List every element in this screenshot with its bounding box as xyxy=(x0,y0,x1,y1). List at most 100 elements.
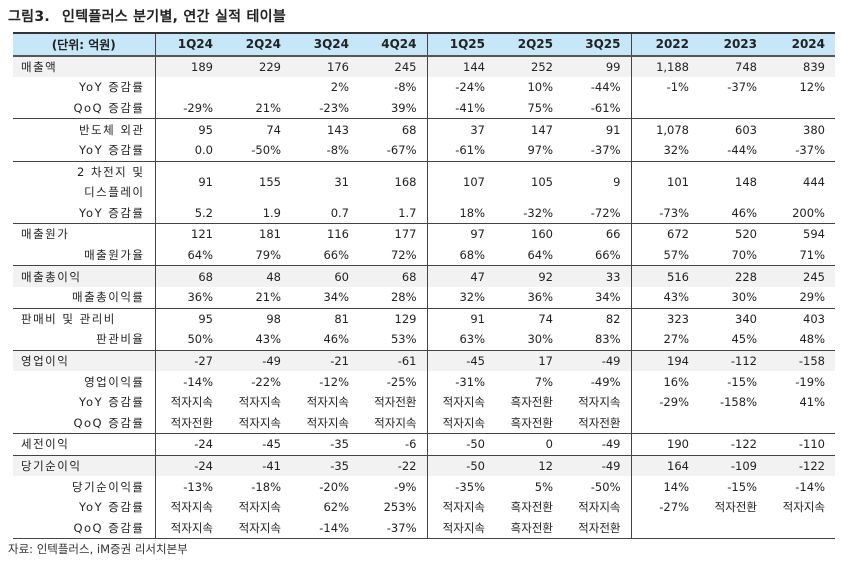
table-cell: -61 xyxy=(359,350,428,372)
table-cell: -8% xyxy=(291,139,359,162)
row-label: 영업이익률 xyxy=(13,371,156,392)
row-label: YoY 증감률 xyxy=(13,202,156,225)
table-cell: -6 xyxy=(359,433,428,456)
table-cell: 71% xyxy=(767,244,835,267)
table-cell: 흑자전환 xyxy=(495,412,563,435)
table-cell: 41% xyxy=(799,395,825,410)
table-cell: -45 xyxy=(466,354,485,369)
table-cell: -45 xyxy=(223,433,291,456)
table-cell: -41% xyxy=(427,97,495,120)
table-cell: 228 xyxy=(735,269,757,284)
table-row: QoQ 증감률 -29% 21% -23% 39% -41% 75% -61% xyxy=(13,97,835,120)
table-cell: 72% xyxy=(359,244,428,267)
table-cell: 252 xyxy=(531,59,553,74)
table-cell: 181 xyxy=(259,227,281,242)
table-cell: 81 xyxy=(334,311,349,326)
row-label: 당기순이익 xyxy=(13,455,156,477)
table-cell: 190 xyxy=(631,433,699,456)
table-row: YoY 증감률 5.2 1.9 0.7 1.7 18% -32% -72% -73% 46% 200… xyxy=(13,202,835,225)
table-cell: 적자지속 xyxy=(563,496,632,518)
table-cell: 520 xyxy=(735,227,757,242)
table-cell: 0 xyxy=(495,433,563,456)
table-cell: 적자전환 xyxy=(563,412,632,435)
table-cell: 53% xyxy=(359,329,428,351)
table-cell: 43% xyxy=(631,286,699,309)
table-cell: 99 xyxy=(563,55,632,78)
row-label: 2 차전지 및 디스플레이 xyxy=(13,161,156,203)
table-cell xyxy=(767,412,835,435)
column-header: 4Q24 xyxy=(359,33,428,56)
table-cell: 7% xyxy=(534,374,553,389)
table-cell: -29% xyxy=(659,395,689,410)
table-cell: 17 xyxy=(538,354,553,369)
table-cell: 1,078 xyxy=(656,122,689,137)
table-cell: 적자지속 xyxy=(223,412,291,435)
table-cell: 적자전환 xyxy=(155,412,223,435)
table-cell xyxy=(767,517,835,540)
table-cell: -29% xyxy=(155,97,223,120)
table-cell: 176 xyxy=(327,59,349,74)
table-cell: 37 xyxy=(470,122,485,137)
table-cell: 적자지속 xyxy=(427,517,495,540)
row-label: QoQ 증감률 xyxy=(13,97,156,120)
table-cell: 흑자전환 xyxy=(510,500,553,515)
column-header: 2Q24 xyxy=(245,37,281,52)
table-row: YoY 증감률 적자지속 적자지속 적자지속 적자전환 적자지속 흑자전환 적자지속 -29% -… xyxy=(13,391,835,413)
table-cell: -21 xyxy=(330,354,349,369)
table-row: 영업이익률 -14% -22% -12% -25% -31% 7% -49% 16% -15% -1… xyxy=(13,371,835,392)
table-cell: -73% xyxy=(631,202,699,225)
table-cell: 48% xyxy=(767,329,835,351)
column-header: 3Q25 xyxy=(563,33,632,56)
table-cell: -23% xyxy=(291,97,359,120)
table-cell: -35% xyxy=(455,479,485,494)
table-row: 매출원가율 64% 79% 66% 72% 68% 64% 66% 57% 70% 71% xyxy=(13,244,835,267)
table-cell: -25% xyxy=(359,371,428,392)
table-cell: -50% xyxy=(223,139,291,162)
table-cell: -31% xyxy=(455,374,485,389)
table-cell: -8% xyxy=(359,77,428,98)
table-cell: 68 xyxy=(198,269,213,284)
row-label: 당기순이익률 xyxy=(13,476,156,497)
row-label: 세전이익 xyxy=(13,433,156,456)
table-cell: 116 xyxy=(327,227,349,242)
table-row: 당기순이익 -24 -41 -35 -22 -50 12 -49 164 -109 -122 xyxy=(13,455,835,477)
table-cell: -14% xyxy=(291,517,359,540)
table-cell: 229 xyxy=(259,59,281,74)
table-cell: 33 xyxy=(563,265,632,287)
table-cell: -50 xyxy=(427,433,495,456)
row-label: 매출원가율 xyxy=(13,244,156,267)
table-cell: -15% xyxy=(727,374,757,389)
table-cell: -1% xyxy=(666,80,689,95)
row-label: YoY 증감률 xyxy=(13,139,156,162)
table-cell: 97 xyxy=(470,227,485,242)
table-cell: 47 xyxy=(470,269,485,284)
table-cell: 적자지속 xyxy=(563,391,632,413)
row-label: QoQ 증감률 xyxy=(13,412,156,435)
table-cell: 75% xyxy=(495,97,563,120)
column-header: 2023 xyxy=(723,37,757,52)
table-cell: 66% xyxy=(563,244,632,267)
figure-caption: 인텍플러스 분기별, 연간 실적 테이블 xyxy=(62,9,287,25)
table-cell: 0.7 xyxy=(291,202,359,225)
figure-title: 그림3. 인텍플러스 분기별, 연간 실적 테이블 xyxy=(8,6,298,26)
table-cell: 적자전환 xyxy=(359,391,428,413)
table-cell: 30% xyxy=(699,286,767,309)
table-cell: 적자지속 xyxy=(170,395,213,410)
table-cell: 적자전환 xyxy=(714,500,757,515)
table-cell: 83% xyxy=(563,329,632,351)
table-cell: 32% xyxy=(427,286,495,309)
table-cell: -20% xyxy=(319,479,349,494)
table-cell: -67% xyxy=(359,139,428,162)
table-cell: 95 xyxy=(198,311,213,326)
table-cell xyxy=(631,412,699,435)
table-cell: -37% xyxy=(727,80,757,95)
table-cell: 16% xyxy=(663,374,689,389)
table-cell: 9 xyxy=(563,161,632,203)
table-cell: 66 xyxy=(563,223,632,245)
table-cell: 177 xyxy=(359,223,428,245)
table-cell: 1,188 xyxy=(656,59,689,74)
table-row: 판관비율 50% 43% 46% 53% 63% 30% 83% 27% 45% 48% xyxy=(13,329,835,351)
table-cell: 31 xyxy=(334,175,349,190)
table-cell: 74 xyxy=(266,122,281,137)
table-cell: 적자지속 xyxy=(442,500,485,515)
